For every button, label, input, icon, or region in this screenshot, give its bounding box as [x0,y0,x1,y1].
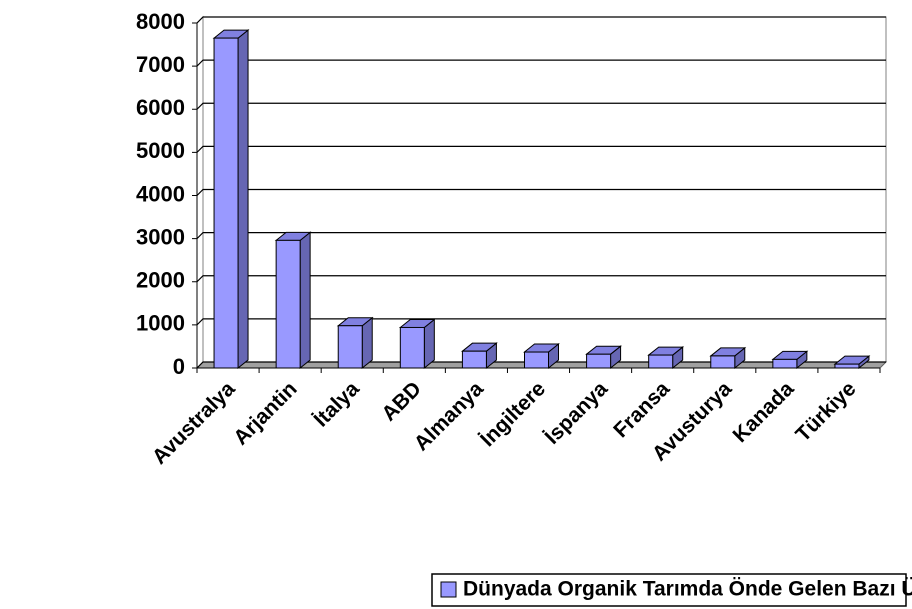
x-tick-label: Kanada [728,377,798,447]
grid-line [196,102,886,110]
y-tick-label: 4000 [136,181,185,206]
bar [337,325,363,369]
bar-side [299,231,311,370]
bar-side [237,29,249,370]
grid-line [196,275,886,283]
bar [461,350,487,369]
x-tick-label: Türkiye [791,377,860,446]
legend-label: Dünyada Organik Tarımda Önde Gelen Bazı … [463,578,912,601]
grid-line [196,188,886,196]
bar [648,354,674,369]
x-tick-label: Arjantin [229,377,301,449]
bar [710,355,736,369]
bar [586,353,612,369]
grid-line [196,59,886,67]
y-tick-label: 7000 [136,52,185,77]
x-tick-label: İspanya [541,377,613,449]
grid-line [196,145,886,153]
bar [399,326,425,369]
bar [524,351,549,369]
grid-line [196,16,886,24]
y-tick-label: 5000 [136,138,185,163]
bar [275,239,301,369]
y-tick-label: 6000 [136,95,185,120]
bar [772,358,798,369]
bar-side [361,316,373,370]
x-tick-label: ABD [377,377,425,425]
y-tick-label: 0 [173,354,185,379]
x-tick-label: İtalya [310,377,364,431]
x-tick-label: Almanya [410,377,488,455]
y-tick-label: 8000 [136,9,185,34]
legend-box [431,573,907,607]
bar [834,363,860,369]
y-tick-label: 2000 [136,268,185,293]
x-tick-label: Avustralya [148,377,240,469]
bar [213,37,239,369]
y-tick-label: 3000 [136,224,185,249]
legend-marker [440,581,457,598]
grid-line [196,232,886,240]
grid-line [196,318,886,326]
x-tick-label: İngiltere [476,377,550,451]
y-tick-label: 1000 [136,311,185,336]
